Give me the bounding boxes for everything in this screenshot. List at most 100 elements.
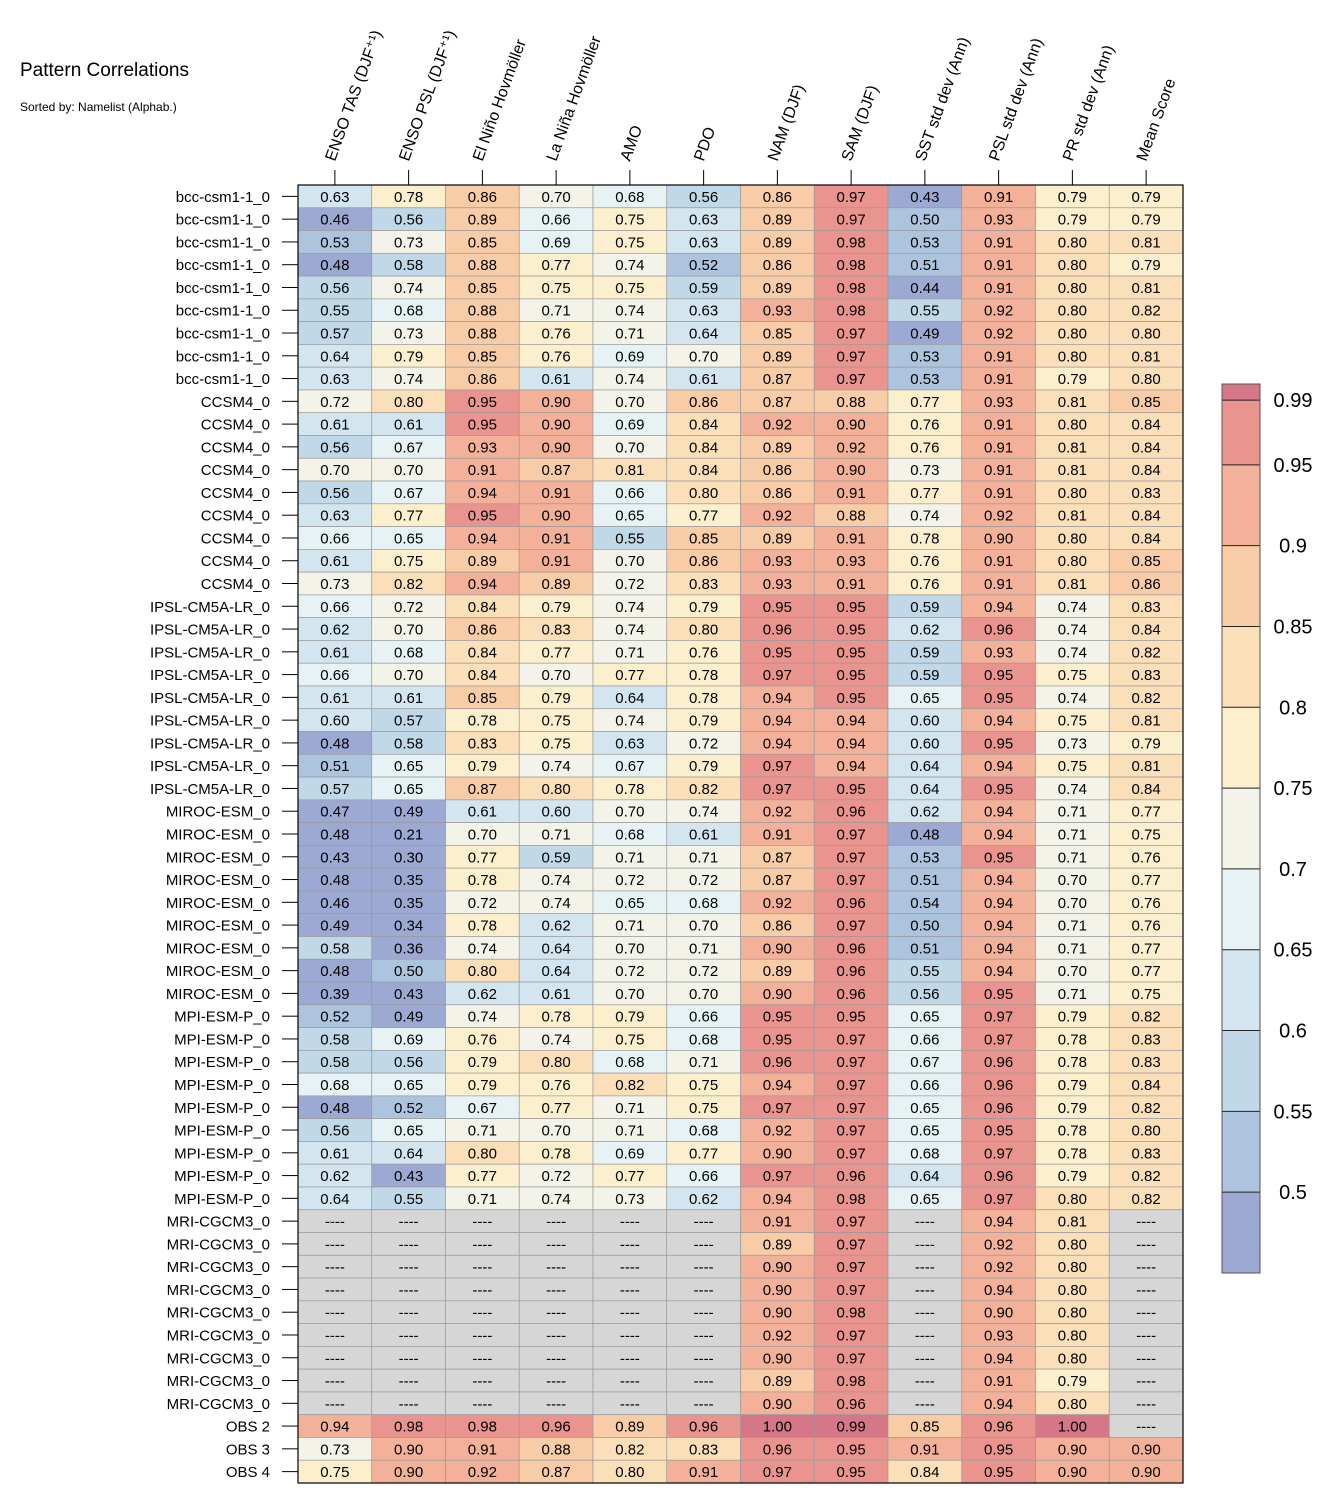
cell-value-label: 0.84 (1132, 781, 1161, 798)
colorbar-tick-label: 0.6 (1279, 1021, 1307, 1043)
cell-value-label: 0.94 (984, 713, 1013, 730)
cell-value-label: 0.84 (1132, 417, 1161, 434)
cell-value-label: ---- (546, 1282, 566, 1299)
cell-value-label: 0.79 (1058, 1009, 1087, 1026)
cell-value-label: 0.74 (910, 508, 939, 525)
cell-value-label: 0.97 (837, 1236, 866, 1253)
cell-value-label: ---- (472, 1373, 492, 1390)
cell-value-label: 0.80 (1058, 234, 1087, 251)
cell-value-label: 0.86 (468, 622, 497, 639)
colorbar-segment (1222, 868, 1260, 950)
cell-value-label: 0.80 (1058, 1191, 1087, 1208)
cell-value-label: 0.56 (320, 1123, 349, 1140)
cell-value-label: 0.21 (394, 827, 423, 844)
cell-value-label: 0.90 (984, 1305, 1013, 1322)
cell-value-label: 0.63 (689, 234, 718, 251)
cell-value-label: 0.93 (763, 553, 792, 570)
cell-value-label: 0.77 (689, 1145, 718, 1162)
cell-value-label: 0.75 (542, 280, 571, 297)
cell-value-label: 0.79 (394, 348, 423, 365)
cell-value-label: 0.63 (320, 189, 349, 206)
cell-value-label: 0.97 (837, 1031, 866, 1048)
cell-value-label: 0.88 (468, 257, 497, 274)
cell-value-label: 0.91 (984, 348, 1013, 365)
cell-value-label: 0.91 (984, 485, 1013, 502)
cell-value-label: 0.89 (763, 439, 792, 456)
cell-value-label: 0.94 (763, 1191, 792, 1208)
cell-value-label: 0.79 (615, 1009, 644, 1026)
cell-value-label: 0.76 (1132, 918, 1161, 935)
cell-value-label: 0.82 (615, 1077, 644, 1094)
cell-value-label: 0.64 (394, 1145, 423, 1162)
cell-value-label: 0.63 (320, 508, 349, 525)
column-label: ENSO TAS (DJF⁺¹) (323, 28, 386, 163)
cell-value-label: ---- (546, 1305, 566, 1322)
cell-value-label: 0.80 (1058, 1350, 1087, 1367)
cell-value-label: 0.68 (689, 1031, 718, 1048)
row-label: IPSL-CM5A-LR_0 (150, 781, 270, 798)
cell-value-label: 0.87 (763, 872, 792, 889)
cell-value-label: 0.91 (984, 280, 1013, 297)
cell-value-label: ---- (1136, 1419, 1156, 1436)
chart-subtitle: Sorted by: Namelist (Alphab.) (20, 100, 177, 114)
cell-value-label: 0.80 (542, 781, 571, 798)
cell-value-label: 0.68 (394, 303, 423, 320)
cell-value-label: 0.96 (984, 1054, 1013, 1071)
cell-value-label: 0.75 (1132, 986, 1161, 1003)
cell-value-label: 0.94 (468, 530, 497, 547)
row-label: MPI-ESM-P_0 (174, 1054, 270, 1071)
cell-value-label: 0.98 (837, 234, 866, 251)
cell-value-label: 0.85 (689, 530, 718, 547)
cell-value-label: 0.71 (689, 849, 718, 866)
cell-value-label: 0.97 (837, 1214, 866, 1231)
cell-value-label: 0.79 (1058, 212, 1087, 229)
cell-value-label: 0.56 (910, 986, 939, 1003)
cell-value-label: 0.96 (763, 1054, 792, 1071)
cell-value-label: ---- (915, 1282, 935, 1299)
cell-value-label: 0.71 (615, 918, 644, 935)
cell-value-label: 0.77 (615, 667, 644, 684)
cell-value-label: 0.68 (615, 189, 644, 206)
cell-value-label: 0.92 (763, 804, 792, 821)
row-label: MIROC-ESM_0 (166, 804, 270, 821)
cell-value-label: 0.79 (468, 1077, 497, 1094)
cell-value-label: 0.70 (542, 667, 571, 684)
cell-value-label: 0.76 (542, 1077, 571, 1094)
cell-value-label: ---- (472, 1236, 492, 1253)
cell-value-label: 0.77 (615, 1168, 644, 1185)
cell-value-label: 0.90 (837, 417, 866, 434)
colorbar-segment (1222, 1192, 1260, 1273)
cell-value-label: 0.84 (468, 644, 497, 661)
cell-value-label: 0.75 (1058, 758, 1087, 775)
cell-value-label: 0.80 (689, 622, 718, 639)
cell-value-label: 0.79 (1132, 212, 1161, 229)
cell-value-label: 0.59 (542, 849, 571, 866)
cell-value-label: 0.48 (320, 963, 349, 980)
cell-value-label: 0.84 (1132, 530, 1161, 547)
cell-value-label: 0.89 (763, 1236, 792, 1253)
cell-value-label: 0.96 (837, 895, 866, 912)
cell-value-label: 0.89 (763, 963, 792, 980)
cell-value-label: 0.95 (984, 1464, 1013, 1481)
cell-value-label: 0.74 (615, 371, 644, 388)
cell-value-label: ---- (399, 1214, 419, 1231)
cell-value-label: 0.97 (763, 758, 792, 775)
cell-value-label: 0.96 (837, 1168, 866, 1185)
cell-value-label: 0.75 (615, 234, 644, 251)
cell-value-label: 0.91 (837, 576, 866, 593)
cell-value-label: 1.00 (763, 1419, 792, 1436)
cell-value-label: 0.95 (837, 781, 866, 798)
cell-value-label: 0.51 (320, 758, 349, 775)
cell-value-label: 0.74 (615, 257, 644, 274)
cell-value-label: 0.79 (689, 713, 718, 730)
cell-value-label: 0.94 (984, 827, 1013, 844)
cell-value-label: 0.75 (689, 1100, 718, 1117)
cell-value-label: 0.90 (1058, 1464, 1087, 1481)
cell-value-label: 0.55 (394, 1191, 423, 1208)
cell-value-label: ---- (694, 1236, 714, 1253)
cell-value-label: 0.95 (837, 622, 866, 639)
cell-value-label: 0.44 (910, 280, 939, 297)
cell-value-label: 0.90 (394, 1441, 423, 1458)
row-label: MRI-CGCM3_0 (167, 1282, 270, 1299)
cell-value-label: 0.86 (1132, 576, 1161, 593)
